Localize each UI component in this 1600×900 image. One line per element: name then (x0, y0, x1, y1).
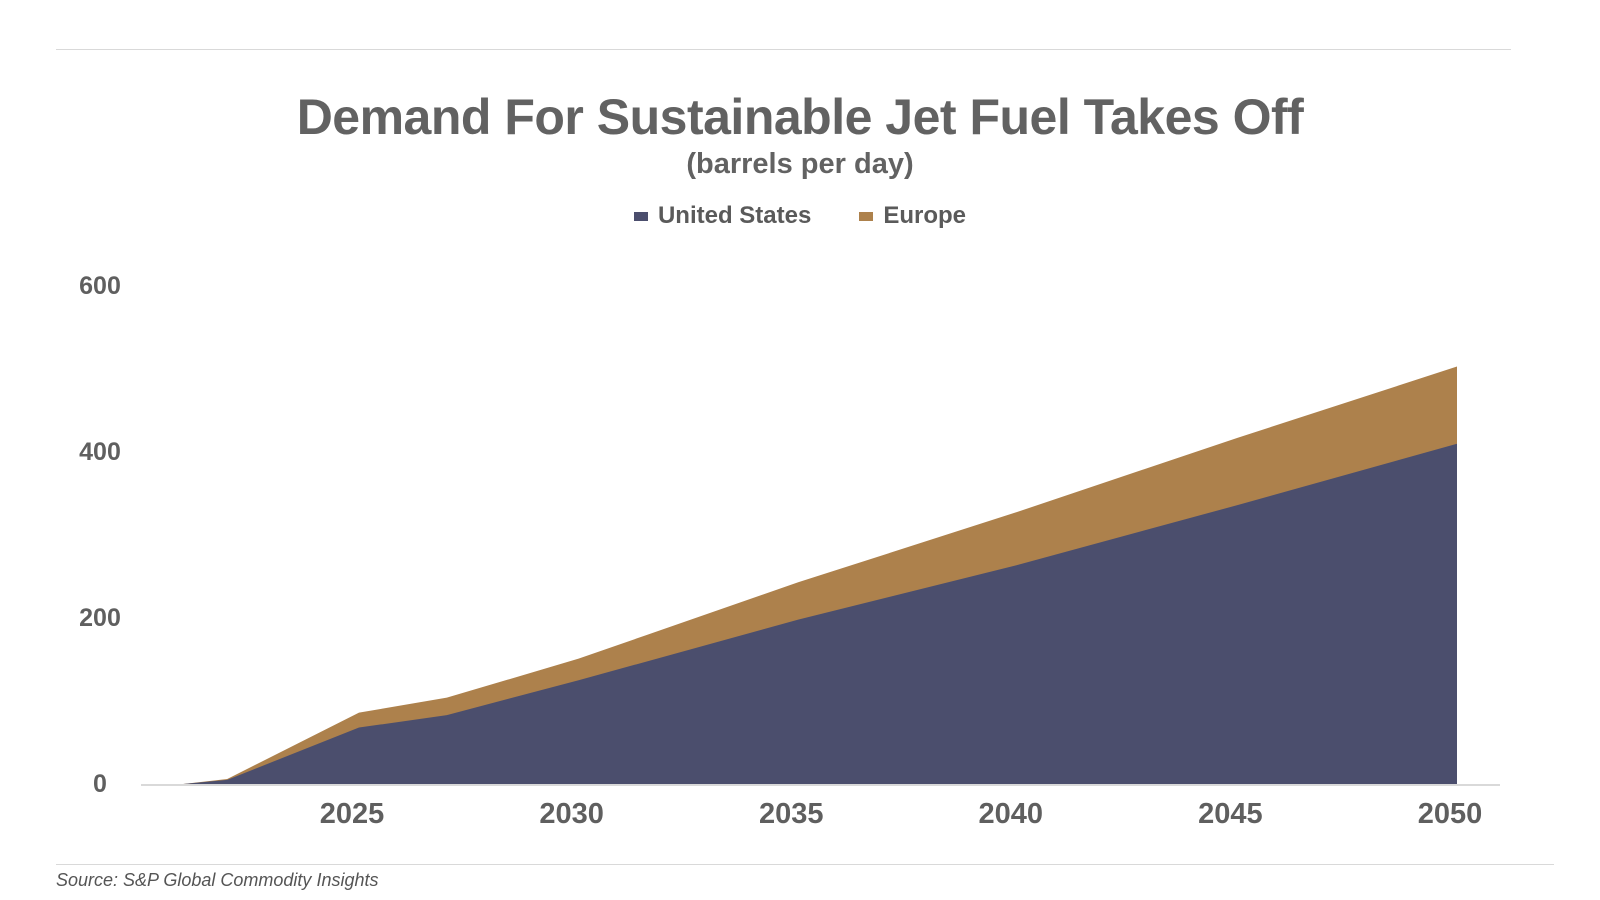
legend-label-united-states: United States (657, 202, 812, 229)
legend: United States Europe (0, 202, 1600, 230)
legend-item-europe: Europe (859, 202, 966, 230)
x-tick-label: 2035 (759, 798, 824, 830)
y-tick-label: 400 (79, 438, 121, 466)
legend-item-united-states: United States (633, 202, 812, 230)
x-tick-label: 2025 (320, 798, 385, 830)
x-tick-label: 2050 (1418, 798, 1483, 830)
top-divider (56, 49, 1511, 50)
bottom-divider (56, 864, 1554, 865)
chart-title: Demand For Sustainable Jet Fuel Takes Of… (296, 89, 1304, 145)
x-tick-label: 2045 (1198, 798, 1263, 830)
y-tick-label: 200 (79, 604, 121, 632)
source-note: Source: S&P Global Commodity Insights (56, 870, 379, 890)
chart-subtitle: (barrels per day) (686, 148, 914, 180)
y-tick-label: 0 (93, 770, 107, 798)
legend-swatch-europe (859, 211, 874, 221)
area-chart: 0 200 400 600 2025 2030 2035 2040 2045 2050 (79, 272, 1500, 830)
legend-label-europe: Europe (883, 202, 967, 229)
legend-swatch-united-states (633, 211, 648, 221)
x-tick-label: 2030 (539, 798, 604, 830)
x-tick-label: 2040 (979, 798, 1044, 830)
y-tick-label: 600 (79, 272, 121, 300)
area-united-states (183, 443, 1457, 784)
